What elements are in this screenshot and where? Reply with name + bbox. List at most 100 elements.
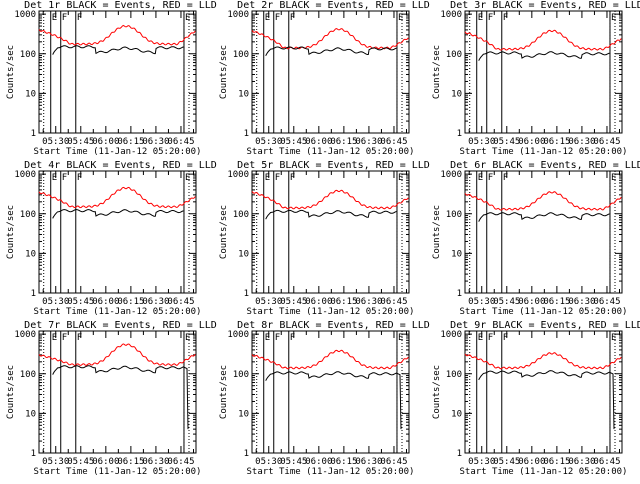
x-tick-label: 05:45 xyxy=(67,137,94,147)
panel-det-4: Det 4r BLACK = Events, RED = LLD 1 10 100 10… xyxy=(6,160,217,317)
y-tick-label: 100 xyxy=(233,50,249,60)
x-axis-label: Start Time (11-Jan-12 05:20:00) xyxy=(247,147,415,157)
event-F-label: F xyxy=(275,333,280,343)
x-tick-label: 06:30 xyxy=(142,137,169,147)
x-tick-label: 05:45 xyxy=(280,297,307,307)
lld-series-line xyxy=(251,349,409,370)
y-tick-label: 10 xyxy=(238,249,249,259)
event-F-label: F xyxy=(488,333,493,343)
event-E-label: E xyxy=(478,333,483,343)
event-F-label: F xyxy=(62,333,67,343)
panel-title: Det 5r BLACK = Events, RED = LLD xyxy=(237,160,430,171)
x-tick-label: 05:30 xyxy=(255,137,282,147)
y-tick-label: 1 xyxy=(31,449,36,459)
y-tick-label: 100 xyxy=(446,210,462,220)
event-E-label: E xyxy=(52,333,57,343)
event-F-label: F xyxy=(503,173,508,183)
x-axis-label: Start Time (11-Jan-12 05:20:00) xyxy=(247,307,415,317)
x-tick-label: 06:45 xyxy=(593,457,620,467)
y-axis-label: Counts/sec xyxy=(432,45,442,99)
event-E-label: E xyxy=(52,173,57,183)
x-tick-label: 06:00 xyxy=(518,297,545,307)
events-series-line xyxy=(52,45,184,55)
x-tick-label: 06:00 xyxy=(92,457,119,467)
lld-series-line xyxy=(464,352,622,370)
panel-det-7: Det 7r BLACK = Events, RED = LLD 1 10 100 10… xyxy=(6,320,217,477)
y-tick-label: 10 xyxy=(25,409,36,419)
events-series-line xyxy=(52,365,189,430)
panel-title: Det 3r BLACK = Events, RED = LLD xyxy=(450,0,640,11)
y-tick-label: 1 xyxy=(457,449,462,459)
event-F-label: F xyxy=(488,13,493,23)
x-tick-label: 06:30 xyxy=(142,297,169,307)
x-tick-label: 06:30 xyxy=(355,137,382,147)
y-tick-label: 1 xyxy=(244,129,249,139)
event-F-label: F xyxy=(62,173,67,183)
x-axis-label: Start Time (11-Jan-12 05:20:00) xyxy=(34,307,202,317)
y-tick-label: 1 xyxy=(457,289,462,299)
event-F-label: F xyxy=(275,13,280,23)
x-axis-label: Start Time (11-Jan-12 05:20:00) xyxy=(460,147,628,157)
y-axis-label: Counts/sec xyxy=(432,365,442,419)
event-E-label: E xyxy=(265,13,270,23)
event-F-label: F xyxy=(503,13,508,23)
lld-series-line xyxy=(38,24,196,46)
event-E-label: E xyxy=(265,173,270,183)
x-tick-label: 05:30 xyxy=(42,297,69,307)
event-E-label: E xyxy=(265,333,270,343)
x-tick-label: 06:00 xyxy=(305,297,332,307)
x-tick-label: 06:00 xyxy=(518,137,545,147)
plot-frame xyxy=(38,170,197,294)
y-tick-label: 100 xyxy=(233,210,249,220)
lld-series-line xyxy=(38,186,196,209)
x-tick-label: 05:45 xyxy=(493,297,520,307)
y-tick-label: 10 xyxy=(238,409,249,419)
x-tick-label: 05:45 xyxy=(67,297,94,307)
events-series-line xyxy=(478,51,610,61)
x-tick-label: 05:45 xyxy=(67,457,94,467)
x-tick-label: 06:15 xyxy=(330,297,357,307)
event-F-label: F xyxy=(275,173,280,183)
x-tick-label: 06:30 xyxy=(568,457,595,467)
event-E-label: E xyxy=(478,173,483,183)
y-axis-label: Counts/sec xyxy=(219,45,229,99)
event-F-label: F xyxy=(290,13,295,23)
event-F-label: F xyxy=(290,173,295,183)
event-F-label: F xyxy=(488,173,493,183)
y-tick-label: 100 xyxy=(233,370,249,380)
event-F-label: F xyxy=(77,173,82,183)
y-tick-label: 1000 xyxy=(440,10,462,20)
plot-frame xyxy=(38,10,197,134)
y-tick-label: 1 xyxy=(457,129,462,139)
x-tick-label: 06:00 xyxy=(305,457,332,467)
y-tick-label: 100 xyxy=(446,50,462,60)
panel-title: Det 4r BLACK = Events, RED = LLD xyxy=(24,160,217,171)
x-tick-label: 06:45 xyxy=(380,457,407,467)
lld-series-line xyxy=(38,343,196,367)
panel-det-5: Det 5r BLACK = Events, RED = LLD 1 10 100 10… xyxy=(219,160,430,317)
y-tick-label: 1 xyxy=(31,129,36,139)
event-F-label: F xyxy=(77,333,82,343)
panel-det-1: Det 1r BLACK = Events, RED = LLD 1 10 100 10… xyxy=(6,0,217,157)
y-tick-label: 1 xyxy=(244,449,249,459)
lld-series-line xyxy=(464,29,622,51)
y-tick-label: 100 xyxy=(20,210,36,220)
events-series-line xyxy=(52,209,184,219)
plot-frame xyxy=(464,10,623,134)
panel-det-9: Det 9r BLACK = Events, RED = LLD 1 10 100 10… xyxy=(432,320,640,477)
x-tick-label: 06:30 xyxy=(355,297,382,307)
x-axis-label: Start Time (11-Jan-12 05:20:00) xyxy=(460,307,628,317)
y-tick-label: 10 xyxy=(451,89,462,99)
panel-det-3: Det 3r BLACK = Events, RED = LLD 1 10 100 10… xyxy=(432,0,640,157)
plot-frame xyxy=(38,330,197,454)
y-axis-label: Counts/sec xyxy=(219,205,229,259)
panel-det-2: Det 2r BLACK = Events, RED = LLD 1 10 100 10… xyxy=(219,0,430,157)
events-series-line xyxy=(265,371,402,430)
event-E-label: E xyxy=(398,333,403,343)
panel-title: Det 1r BLACK = Events, RED = LLD xyxy=(24,0,217,11)
y-tick-label: 1000 xyxy=(440,330,462,340)
y-tick-label: 1000 xyxy=(227,170,249,180)
event-F-label: F xyxy=(62,13,67,23)
